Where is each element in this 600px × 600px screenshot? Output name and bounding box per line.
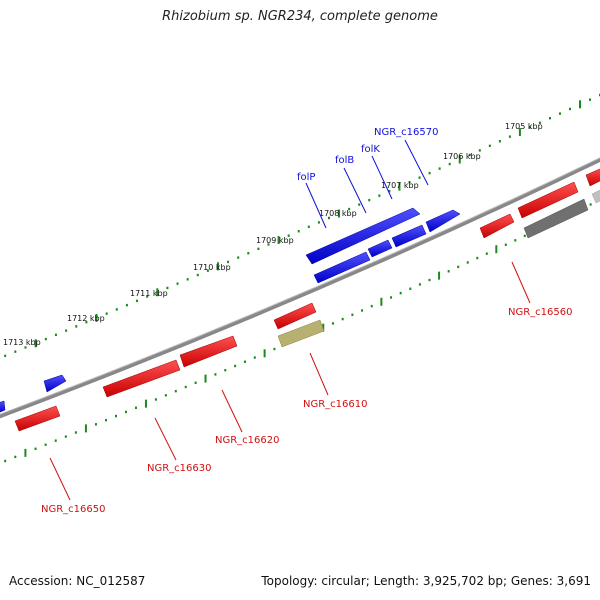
gene-label: NGR_c16560 bbox=[508, 307, 573, 318]
gene-label: NGR_c16650 bbox=[41, 504, 106, 515]
kbp-label: 1708 kbp bbox=[319, 209, 357, 218]
kbp-label: 1707 kbp bbox=[381, 181, 419, 190]
genome-summary-text: Topology: circular; Length: 3,925,702 bp… bbox=[261, 574, 591, 588]
gene-labels-forward: NGR_c16570 folK folB folP bbox=[297, 127, 439, 183]
gene-label: NGR_c16620 bbox=[215, 435, 280, 446]
gene-arrow[interactable] bbox=[305, 207, 421, 265]
gene-label: folK bbox=[361, 144, 380, 155]
gene-arrow[interactable] bbox=[313, 251, 371, 284]
kbp-label: 1712 kbp bbox=[67, 314, 105, 323]
gene-arrow[interactable] bbox=[479, 213, 515, 239]
kbp-label: 1710 kbp bbox=[193, 263, 231, 272]
gene-arrow[interactable] bbox=[43, 374, 67, 393]
gene-label: NGR_c16630 bbox=[147, 463, 212, 474]
map-title: Rhizobium sp. NGR234, complete genome bbox=[162, 9, 438, 24]
kbp-label: 1706 kbp bbox=[443, 152, 481, 161]
gene-labels-reverse: NGR_c16560 NGR_c16610 NGR_c16620 NGR_c16… bbox=[41, 307, 573, 515]
gene-label: NGR_c16610 bbox=[303, 399, 368, 410]
gene-arrow[interactable] bbox=[14, 405, 61, 432]
kbp-label: 1713 kbp bbox=[3, 338, 41, 347]
kbp-label: 1709 kbp bbox=[256, 236, 294, 245]
gene-arrow[interactable] bbox=[425, 209, 461, 233]
forward-strand-genes bbox=[0, 207, 461, 413]
gene-arrow[interactable] bbox=[102, 359, 181, 398]
gene-arrow[interactable] bbox=[523, 198, 589, 239]
gene-label: folB bbox=[335, 155, 354, 166]
gene-arrow[interactable] bbox=[591, 189, 600, 204]
gene-arrow[interactable] bbox=[0, 400, 6, 413]
gene-arrow[interactable] bbox=[277, 319, 325, 348]
gene-arrow[interactable] bbox=[517, 181, 579, 219]
kbp-scale-labels: 1705 kbp 1706 kbp 1707 kbp 1708 kbp 1709… bbox=[3, 122, 543, 347]
other-genes bbox=[277, 189, 600, 348]
gene-arrow[interactable] bbox=[585, 168, 600, 187]
gene-label: NGR_c16570 bbox=[374, 127, 439, 138]
reverse-strand-genes bbox=[14, 168, 600, 432]
kbp-label: 1711 kbp bbox=[130, 289, 168, 298]
genome-backbone bbox=[0, 157, 600, 419]
gene-leader-lines bbox=[49, 139, 531, 501]
kbp-label: 1705 kbp bbox=[505, 122, 543, 131]
gene-arrow[interactable] bbox=[367, 239, 393, 258]
gene-arrow[interactable] bbox=[273, 302, 317, 330]
accession-text: Accession: NC_012587 bbox=[9, 574, 146, 588]
gene-label: folP bbox=[297, 172, 315, 183]
gene-arrow[interactable] bbox=[179, 335, 238, 368]
outer-tick-track bbox=[4, 93, 600, 358]
gene-arrow[interactable] bbox=[391, 224, 427, 248]
